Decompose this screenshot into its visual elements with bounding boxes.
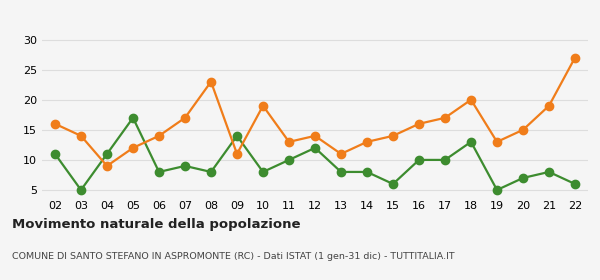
Nascite [259,170,266,174]
Nascite [442,158,449,162]
Decessi [52,122,59,125]
Nascite [571,182,578,186]
Nascite [364,170,371,174]
Decessi [208,80,215,83]
Decessi [389,134,397,137]
Nascite [415,158,422,162]
Legend: Nascite, Decessi: Nascite, Decessi [245,0,385,1]
Decessi [545,104,553,108]
Nascite [130,116,137,120]
Decessi [442,116,449,120]
Decessi [467,98,475,101]
Decessi [130,146,137,150]
Nascite [545,170,553,174]
Nascite [77,188,85,192]
Decessi [103,164,110,168]
Decessi [311,134,319,137]
Nascite [520,176,527,180]
Decessi [233,152,241,156]
Decessi [493,140,500,144]
Text: Movimento naturale della popolazione: Movimento naturale della popolazione [12,218,301,231]
Line: Nascite: Nascite [51,114,579,194]
Nascite [311,146,319,150]
Nascite [389,182,397,186]
Nascite [208,170,215,174]
Nascite [467,140,475,144]
Line: Decessi: Decessi [51,53,579,170]
Decessi [259,104,266,108]
Nascite [181,164,188,168]
Nascite [233,134,241,137]
Decessi [181,116,188,120]
Nascite [493,188,500,192]
Decessi [77,134,85,137]
Decessi [415,122,422,125]
Nascite [337,170,344,174]
Decessi [571,56,578,59]
Decessi [155,134,163,137]
Nascite [103,152,110,156]
Decessi [337,152,344,156]
Text: COMUNE DI SANTO STEFANO IN ASPROMONTE (RC) - Dati ISTAT (1 gen-31 dic) - TUTTITA: COMUNE DI SANTO STEFANO IN ASPROMONTE (R… [12,252,455,261]
Decessi [364,140,371,144]
Nascite [155,170,163,174]
Nascite [286,158,293,162]
Nascite [52,152,59,156]
Decessi [520,128,527,132]
Decessi [286,140,293,144]
